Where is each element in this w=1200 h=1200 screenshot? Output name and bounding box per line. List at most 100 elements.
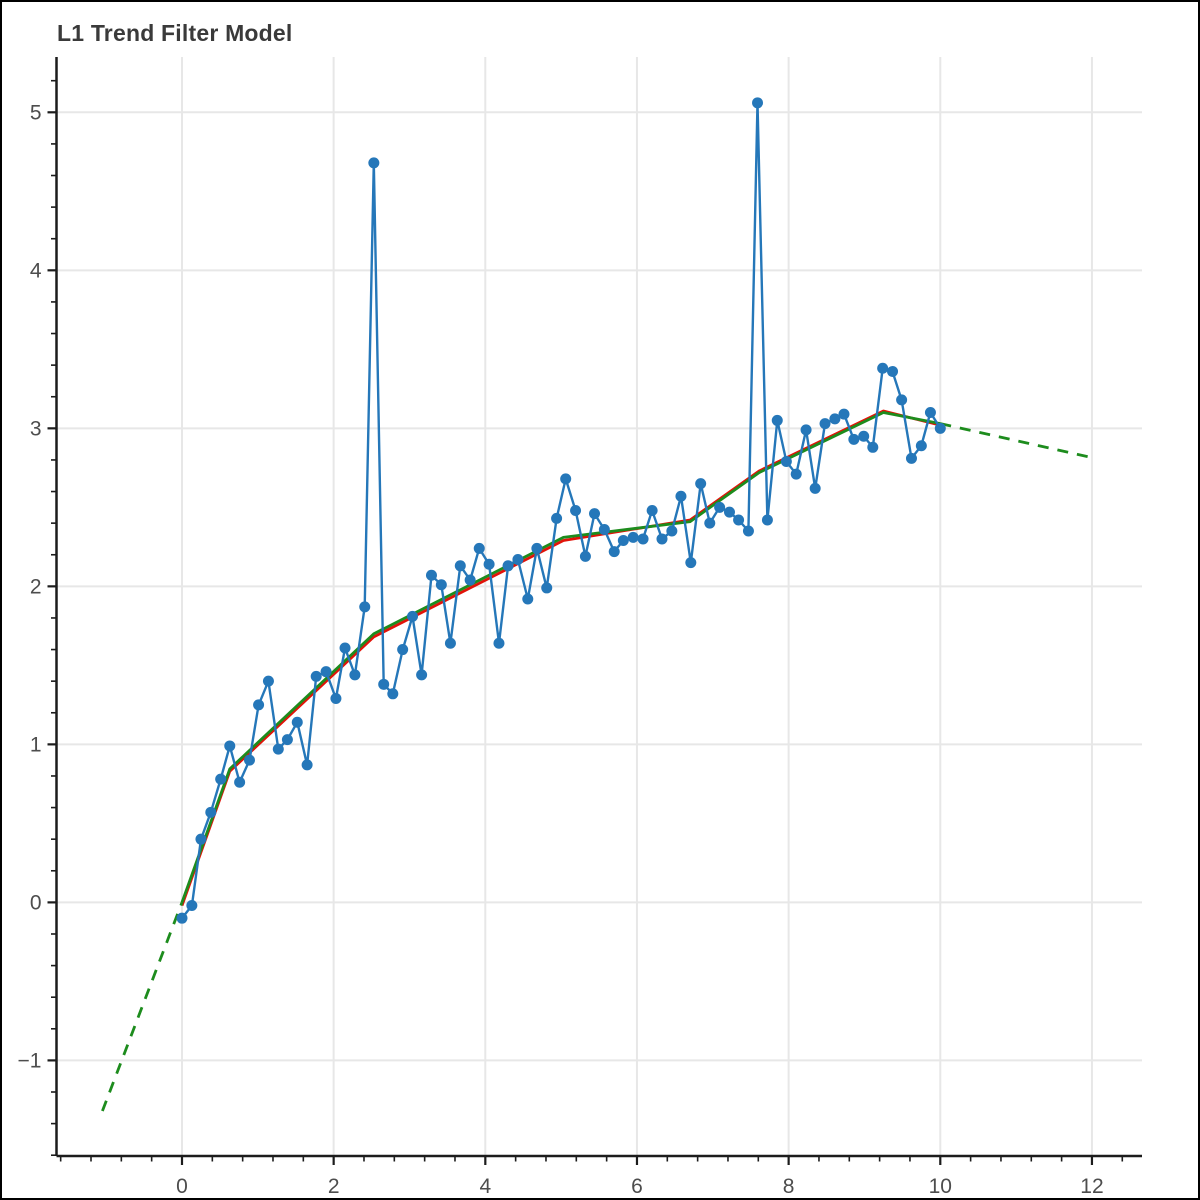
data-point — [848, 433, 860, 445]
data-point — [838, 408, 850, 420]
data-point — [186, 900, 198, 912]
data-point — [723, 506, 735, 518]
chart-title: L1 Trend Filter Model — [57, 20, 293, 46]
data-point — [819, 418, 831, 430]
data-point — [253, 699, 265, 711]
x-tick-label: 12 — [1080, 1175, 1103, 1198]
data-point — [502, 560, 514, 572]
data-point — [666, 525, 678, 537]
data-point — [877, 362, 889, 374]
data-point — [685, 557, 697, 569]
x-tick-label: 4 — [479, 1175, 491, 1198]
data-point — [752, 97, 764, 109]
data-point — [262, 675, 274, 687]
data-point — [368, 157, 380, 169]
data-point — [887, 365, 899, 377]
l1-fit-line — [180, 409, 941, 906]
data-point — [858, 430, 870, 442]
data-point — [310, 670, 322, 682]
data-point — [780, 456, 792, 468]
data-point — [378, 678, 390, 690]
data-point — [905, 452, 917, 464]
data-point — [416, 669, 428, 681]
data-point — [714, 501, 726, 513]
data-point — [483, 558, 495, 570]
data-point — [742, 525, 754, 537]
data-point — [387, 688, 399, 700]
ticks — [47, 79, 1124, 1165]
x-tick-label: 8 — [783, 1175, 795, 1198]
data-point — [560, 473, 572, 485]
data-point — [579, 550, 591, 562]
data-point — [637, 533, 649, 545]
x-tick-label: 6 — [631, 1175, 643, 1198]
data-point — [512, 553, 524, 565]
data-point — [934, 422, 946, 434]
data-point — [224, 740, 236, 752]
data-point — [598, 523, 610, 535]
data-point — [790, 468, 802, 480]
data-point — [320, 666, 332, 678]
x-tick-label: 0 — [176, 1175, 188, 1198]
y-tick-label: 4 — [30, 259, 42, 282]
data-point — [425, 569, 437, 581]
data-point — [541, 582, 553, 594]
data-point — [800, 424, 812, 436]
data-point — [454, 560, 466, 572]
data-point — [464, 574, 476, 586]
data-point — [589, 508, 601, 520]
data-point — [867, 441, 879, 453]
data-point — [761, 514, 773, 526]
data-point — [646, 505, 658, 517]
data-point — [809, 482, 821, 494]
x-tick-label: 10 — [929, 1175, 952, 1198]
axes — [55, 57, 1142, 1158]
data-point — [675, 490, 687, 502]
y-tick-label: −1 — [18, 1049, 42, 1072]
data-point — [407, 610, 419, 622]
data-point — [531, 542, 543, 554]
data-point — [435, 579, 447, 591]
data-point — [291, 716, 303, 728]
data-point — [397, 644, 409, 656]
y-tick-label: 2 — [30, 575, 42, 598]
data-point — [359, 601, 371, 613]
data-point — [896, 394, 908, 406]
observed-data-line — [181, 101, 942, 919]
series-true-trend — [101, 411, 1089, 1112]
data-point — [829, 413, 841, 425]
gridlines — [56, 57, 1142, 1156]
data-point — [771, 414, 783, 426]
trend-dashed-left — [101, 901, 184, 1112]
y-tick-label: 1 — [30, 733, 42, 756]
data-point — [915, 440, 927, 452]
data-point — [733, 514, 745, 526]
data-point — [272, 743, 284, 755]
series-l1-fit — [180, 409, 941, 906]
data-point — [195, 833, 207, 845]
data-point — [301, 759, 313, 771]
data-point — [473, 542, 485, 554]
data-point — [205, 806, 217, 818]
data-point — [330, 693, 342, 705]
x-tick-label: 2 — [328, 1175, 340, 1198]
data-point — [176, 912, 188, 924]
data-point — [215, 773, 227, 785]
data-point — [493, 637, 505, 649]
data-point — [695, 478, 707, 490]
data-point — [551, 512, 563, 524]
data-point — [608, 546, 620, 558]
data-point — [349, 669, 361, 681]
data-point — [234, 776, 246, 788]
trend-solid — [180, 411, 941, 903]
data-point — [522, 593, 534, 605]
data-point — [656, 533, 668, 545]
trend-dashed-right — [939, 422, 1089, 459]
data-point — [704, 517, 716, 529]
data-point — [924, 407, 936, 419]
data-point — [617, 535, 629, 547]
data-point — [243, 754, 255, 766]
